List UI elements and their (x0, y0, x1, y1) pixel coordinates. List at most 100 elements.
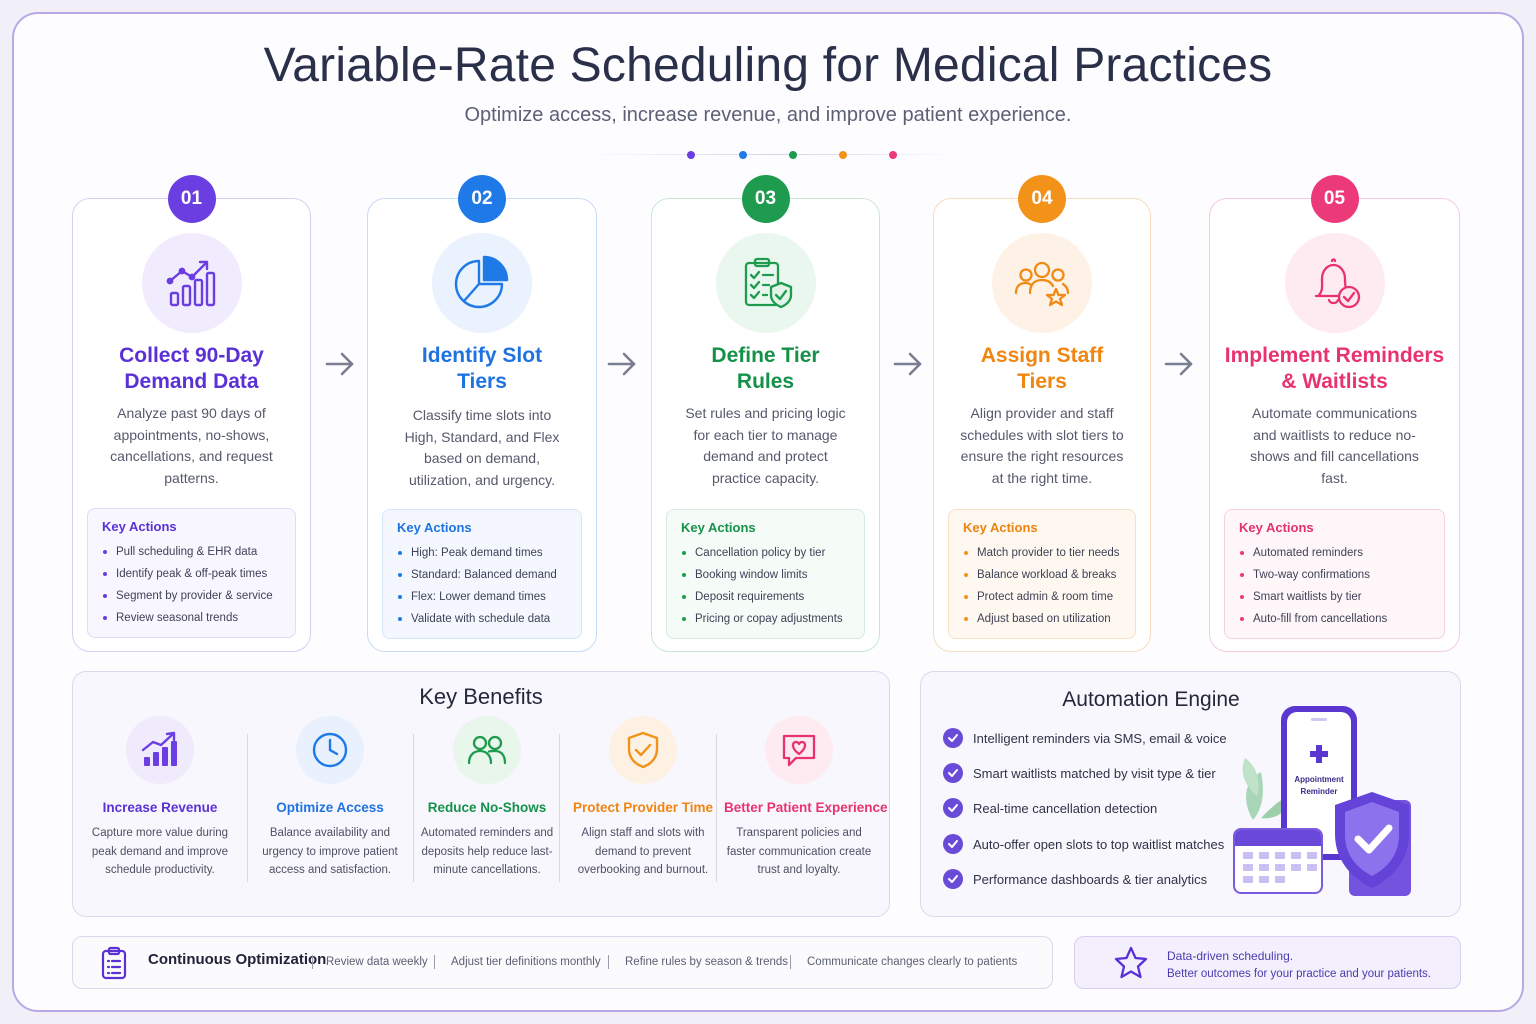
step-number-badge: 05 (1310, 175, 1359, 223)
action-item: Validate with schedule data (397, 608, 567, 630)
automation-item: Performance dashboards & tier analytics (943, 868, 1207, 890)
automation-item: Auto-offer open slots to top waitlist ma… (943, 833, 1224, 855)
benefit-name: Increase Revenue (102, 800, 218, 815)
step-title: Collect 90-Day Demand Data (119, 344, 264, 393)
optimization-item: Communicate changes clearly to patients (807, 956, 1018, 968)
chart-growth-icon (141, 233, 242, 333)
automation-item: Smart waitlists matched by visit type & … (943, 762, 1216, 784)
automation-item-label: Auto-offer open slots to top waitlist ma… (973, 836, 1225, 852)
step-title: Implement Reminders & Waitlists (1224, 344, 1445, 393)
action-item: Auto-fill from cancellations (1239, 608, 1430, 630)
step-description: Align provider and staff schedules with … (960, 405, 1124, 486)
arrow-right-icon (893, 352, 922, 376)
page-title: Variable-Rate Scheduling for Medical Pra… (263, 39, 1273, 92)
check-circle-icon (943, 763, 963, 783)
separator (434, 955, 435, 969)
step-title: Assign Staff Tiers (980, 344, 1104, 393)
clipboard-list-icon (101, 946, 127, 980)
benefit-name: Optimize Access (276, 800, 384, 815)
benefit-description: Balance availability and urgency to impr… (262, 827, 398, 876)
benefit-name: Protect Provider Time (572, 800, 714, 815)
action-item: Protect admin & room time (963, 586, 1121, 608)
benefit-description: Align staff and slots with demand to pre… (577, 827, 709, 876)
automation-item-label: Smart waitlists matched by visit type & … (973, 765, 1216, 781)
title-divider (585, 148, 965, 162)
automation-item: Real-time cancellation detection (943, 797, 1157, 819)
shield-check-icon (1335, 792, 1409, 888)
action-item: Review seasonal trends (102, 607, 281, 629)
people-icon (453, 716, 521, 784)
check-circle-icon (943, 728, 963, 748)
step-title: Define Tier Rules (711, 344, 820, 393)
key-actions-box: Key Actions Match provider to tier needs… (948, 509, 1136, 639)
key-benefits-panel: Key Benefits Increase Revenue Capture mo… (72, 671, 890, 917)
separator (790, 955, 791, 969)
optimization-item: Refine rules by season & trends (625, 956, 789, 968)
benefit-divider (413, 734, 414, 882)
step-description: Analyze past 90 days of appointments, no… (110, 405, 273, 486)
step-card-5: 05 Implement Reminders & Waitlists Automa… (1209, 175, 1460, 652)
action-item: Pull scheduling & EHR data (102, 541, 281, 563)
key-benefits-title: Key Benefits (419, 684, 543, 709)
step-description: Classify time slots into High, Standard,… (404, 407, 560, 488)
key-actions-title: Key Actions (963, 520, 1038, 535)
benefit-divider (716, 734, 717, 882)
separator (608, 955, 609, 969)
benefit-better-patient-experience: Better Patient Experience Transparent po… (724, 716, 888, 880)
star-icon (1114, 946, 1148, 979)
tagline-line-2: Better outcomes for your practice and yo… (1167, 968, 1431, 980)
benefit-name: Reduce No-Shows (427, 800, 547, 815)
automation-engine-panel: Automation Engine Intelligent reminders … (920, 671, 1461, 917)
action-item: Match provider to tier needs (963, 542, 1121, 564)
step-number-badge: 03 (741, 175, 790, 223)
calendar-icon (1233, 828, 1323, 894)
automation-illustration: Appointment Reminder (1231, 700, 1441, 910)
automation-engine-title: Automation Engine (1062, 688, 1240, 711)
action-item: Standard: Balanced demand (397, 564, 567, 586)
step-card-1: 01 Collect 90-Day Demand Data Analyze pas… (72, 175, 311, 652)
action-item: Cancellation policy by tier (681, 542, 850, 564)
benefit-optimize-access: Optimize Access Balance availability and… (255, 716, 405, 880)
key-actions-title: Key Actions (102, 519, 177, 534)
key-actions-box: Key Actions Pull scheduling & EHR data I… (87, 508, 296, 638)
action-item: Two-way confirmations (1239, 564, 1430, 586)
shield-check-icon (609, 716, 677, 784)
action-item: Pricing or copay adjustments (681, 608, 850, 630)
action-item: High: Peak demand times (397, 542, 567, 564)
key-actions-title: Key Actions (1239, 520, 1314, 535)
staff-group-icon (992, 233, 1092, 333)
key-actions-box: Key Actions Automated reminders Two-way … (1224, 509, 1445, 639)
benefit-description: Capture more value during peak demand an… (91, 827, 229, 876)
step-description: Set rules and pricing logic for each tie… (685, 405, 846, 486)
automation-item-label: Intelligent reminders via SMS, email & v… (973, 730, 1227, 746)
action-item: Adjust based on utilization (963, 608, 1121, 630)
optimization-item: Review data weekly (326, 956, 428, 968)
action-item: Deposit requirements (681, 586, 850, 608)
automation-item-label: Performance dashboards & tier analytics (973, 871, 1208, 887)
step-number-badge: 04 (1018, 175, 1066, 223)
benefit-increase-revenue: Increase Revenue Capture more value duri… (85, 716, 235, 880)
step-number-badge: 01 (167, 175, 216, 223)
action-item: Identify peak & off-peak times (102, 563, 281, 585)
action-item: Smart waitlists by tier (1239, 586, 1430, 608)
arrow-right-icon (1164, 352, 1193, 376)
tagline-line-1: Data-driven scheduling. (1167, 949, 1294, 963)
automation-item-label: Real-time cancellation detection (973, 800, 1158, 816)
step-card-3: 03 Define Tier Rules Set rules and pricin… (651, 175, 880, 652)
tagline-bar: Data-driven scheduling. Better outcomes … (1074, 936, 1461, 989)
medical-cross-icon (1310, 745, 1328, 763)
continuous-optimization-title: Continuous Optimization (148, 951, 327, 968)
action-item: Segment by provider & service (102, 585, 281, 607)
optimization-item: Adjust tier definitions monthly (451, 956, 601, 968)
checklist-shield-icon (715, 233, 816, 333)
benefit-description: Transparent policies and faster communic… (726, 827, 872, 876)
benefit-divider (559, 734, 560, 882)
key-actions-title: Key Actions (681, 520, 756, 535)
step-title: Identify Slot Tiers (421, 344, 543, 393)
pie-chart-icon (432, 233, 532, 333)
check-circle-icon (943, 869, 963, 889)
action-item: Balance workload & breaks (963, 564, 1121, 586)
phone-label: Appointment Reminder (1294, 775, 1344, 796)
key-actions-box: Key Actions Cancellation policy by tier … (666, 509, 865, 639)
benefit-divider (247, 734, 248, 882)
